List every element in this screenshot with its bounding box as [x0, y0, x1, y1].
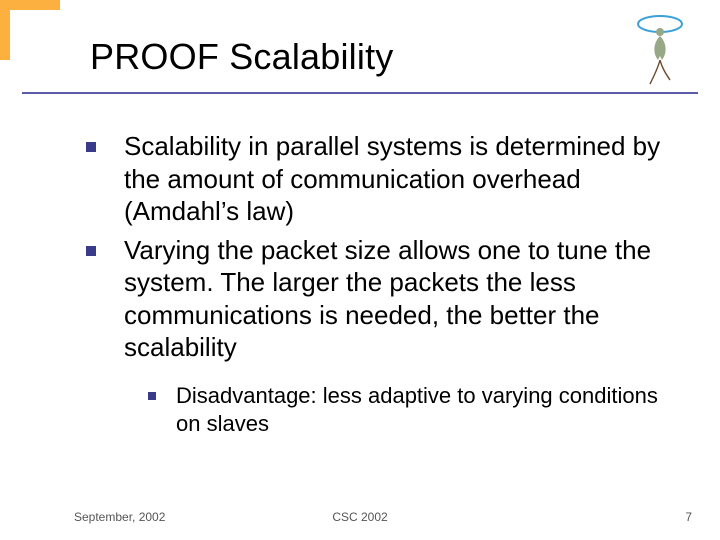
logo-roots: [650, 60, 670, 84]
sub-bullet-list: Disadvantage: less adaptive to varying c…: [148, 382, 686, 438]
logo-figure-body: [654, 36, 665, 60]
bullet-text: Scalability in parallel systems is deter…: [124, 130, 686, 228]
logo-figure-head: [656, 28, 664, 36]
bullet-list: Scalability in parallel systems is deter…: [86, 130, 686, 438]
title-container: PROOF Scalability: [90, 36, 393, 78]
list-item: Scalability in parallel systems is deter…: [86, 130, 686, 228]
list-item: Varying the packet size allows one to tu…: [86, 234, 686, 364]
footer-page-number: 7: [685, 510, 692, 524]
slide-logo: [630, 10, 690, 85]
list-item: Disadvantage: less adaptive to varying c…: [148, 382, 686, 438]
sub-bullet-text: Disadvantage: less adaptive to varying c…: [176, 382, 686, 438]
bullet-text: Varying the packet size allows one to tu…: [124, 234, 686, 364]
square-bullet-icon: [148, 392, 156, 400]
square-bullet-icon: [86, 246, 96, 256]
title-underline: [22, 92, 698, 94]
footer-event: CSC 2002: [0, 510, 720, 524]
square-bullet-icon: [86, 142, 96, 152]
slide-title: PROOF Scalability: [90, 36, 393, 78]
accent-corner: [0, 0, 60, 10]
